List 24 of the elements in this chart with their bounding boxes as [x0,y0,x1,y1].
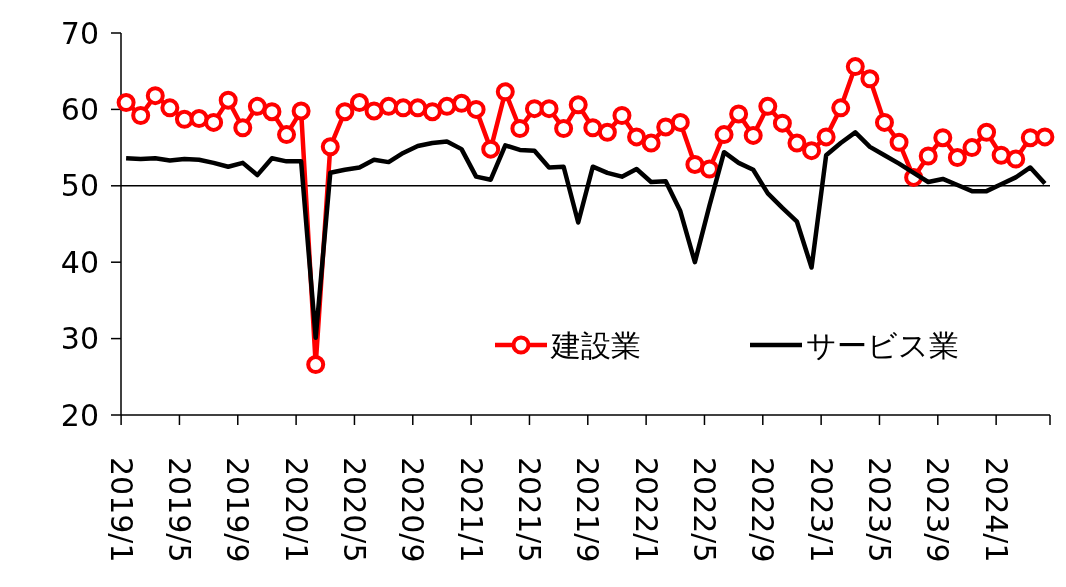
legend-label: 建設業 [550,327,641,363]
legend-label: サービス業 [806,327,959,363]
x-tick-label: 2021/1 [453,457,489,563]
x-tick-label: 2020/5 [336,457,372,563]
y-tick-label: 70 [60,15,99,51]
x-tick-label: 2019/9 [220,457,256,563]
x-tick-label: 2023/9 [920,457,956,563]
y-tick-label: 20 [60,397,99,433]
x-tick-label: 2020/9 [395,457,431,563]
x-tick-label: 2022/9 [745,457,781,563]
x-tick-label: 2021/5 [511,457,547,563]
x-tick-label: 2020/1 [278,457,314,563]
x-tick-label: 2023/5 [861,457,897,563]
y-tick-label: 40 [60,244,99,280]
x-tick-label: 2019/1 [103,457,139,563]
y-tick-label: 30 [60,321,99,357]
x-tick-label: 2022/5 [686,457,722,563]
x-tick-label: 2022/1 [628,457,664,563]
x-tick-label: 2023/1 [803,457,839,563]
x-tick-label: 2024/1 [978,457,1014,563]
y-tick-label: 60 [60,91,99,127]
x-tick-label: 2019/5 [161,457,197,563]
y-tick-label: 50 [60,168,99,204]
x-tick-label: 2021/9 [570,457,606,563]
